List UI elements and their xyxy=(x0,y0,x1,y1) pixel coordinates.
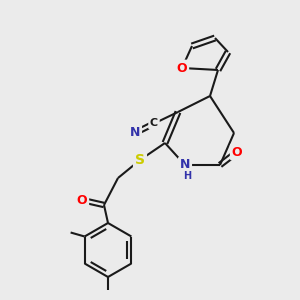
Text: H: H xyxy=(183,171,191,181)
Text: N: N xyxy=(180,158,190,172)
Text: O: O xyxy=(232,146,242,158)
Text: S: S xyxy=(135,153,145,167)
Text: N: N xyxy=(130,127,140,140)
Text: O: O xyxy=(177,61,187,74)
Text: O: O xyxy=(77,194,87,206)
Text: C: C xyxy=(150,118,158,128)
